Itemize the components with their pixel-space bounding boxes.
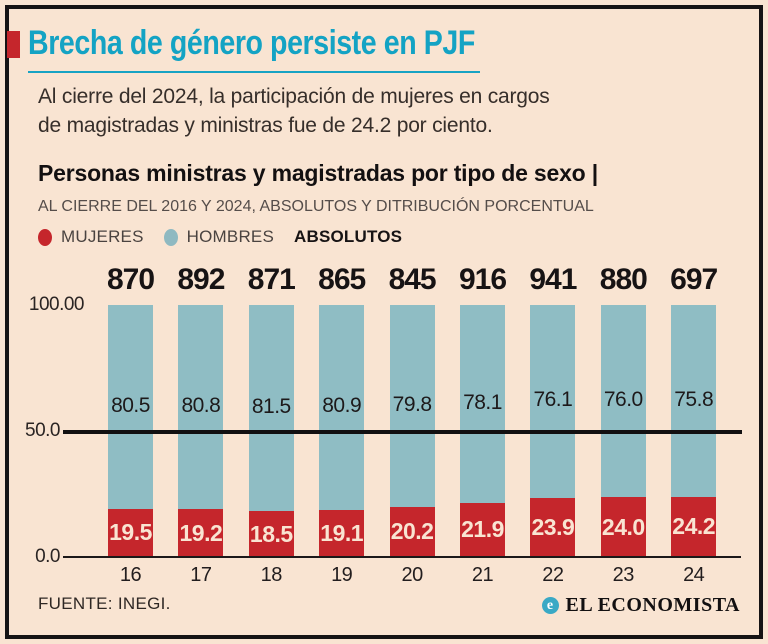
hombres-percent-label: 75.8 xyxy=(674,387,714,411)
bar-group: 865 80.9 19.1 19 xyxy=(318,263,366,586)
hombres-legend-dot-icon xyxy=(163,228,178,246)
chart-title: Personas ministras y magistradas por tip… xyxy=(38,160,598,186)
absolute-value-label: 870 xyxy=(106,263,155,296)
mujeres-percent-label: 19.2 xyxy=(179,519,223,546)
mujeres-percent-label: 20.2 xyxy=(390,518,434,545)
absolute-value-label: 892 xyxy=(177,263,225,296)
mujeres-bar-segment xyxy=(248,511,294,558)
hombres-bar-segment xyxy=(671,305,717,497)
hombres-bar-segment xyxy=(178,305,224,510)
hombres-percent-label: 79.8 xyxy=(392,392,432,416)
hombres-bar-segment xyxy=(248,305,294,512)
legend-item-mujeres: MUJERES xyxy=(38,227,144,247)
legend-label-absolutos: ABSOLUTOS xyxy=(294,227,403,246)
bar-group: 697 75.8 24.2 24 xyxy=(670,263,718,586)
mujeres-bar-segment xyxy=(600,497,646,558)
fifty-percent-reference-line xyxy=(63,430,742,434)
absolute-value-label: 880 xyxy=(599,263,648,296)
x-axis-tick-label: 18 xyxy=(260,564,283,586)
page-title: Brecha de género persiste en PJF xyxy=(28,24,475,62)
bar-group: 941 76.1 23.9 22 xyxy=(529,263,577,586)
x-axis-tick-label: 21 xyxy=(471,564,494,586)
mujeres-bar-segment xyxy=(530,497,576,558)
hombres-percent-label: 76.0 xyxy=(603,388,643,412)
mujeres-percent-label: 23.9 xyxy=(531,513,575,540)
intro-line-1: Al cierre del 2024, la participación de … xyxy=(38,85,550,108)
x-axis-tick-label: 16 xyxy=(119,564,142,586)
bar-group: 870 80.5 19.5 16 xyxy=(107,263,155,586)
x-axis-tick-label: 24 xyxy=(683,564,705,586)
legend: MUJERES HOMBRES ABSOLUTOS xyxy=(38,227,402,247)
hombres-bar-segment xyxy=(460,305,505,503)
hombres-bar-segment xyxy=(530,305,576,498)
mujeres-percent-label: 19.5 xyxy=(109,519,152,546)
mujeres-bar-segment xyxy=(671,496,717,558)
chart-plot: 870 80.5 19.5 16 892 80.8 19.2 17 871 81.5 18.5 18 8… xyxy=(0,263,768,586)
bar-group: 916 78.1 21.9 21 xyxy=(459,263,507,586)
source-note: FUENTE: INEGI. xyxy=(38,594,171,613)
title-accent-block xyxy=(7,31,20,58)
y-axis-tick-100: 100.00 xyxy=(28,294,85,315)
mujeres-bar-segment xyxy=(178,509,224,558)
legend-label-hombres: HOMBRES xyxy=(186,227,274,246)
y-axis-tick-0: 0.0 xyxy=(35,546,60,567)
bar-group: 892 80.8 19.2 17 xyxy=(177,263,225,586)
absolute-value-label: 845 xyxy=(388,263,437,296)
absolute-value-label: 941 xyxy=(529,263,577,296)
mujeres-percent-label: 24.2 xyxy=(672,513,716,540)
mujeres-percent-label: 18.5 xyxy=(249,520,293,547)
bar-group: 845 79.8 20.2 20 xyxy=(389,263,437,586)
chart-subtitle: AL CIERRE DEL 2016 Y 2024, ABSOLUTOS Y D… xyxy=(38,198,594,215)
intro-text: Al cierre del 2024, la participación de … xyxy=(38,82,550,140)
frame-border xyxy=(5,5,763,639)
bar-group: 880 76.0 24.0 23 xyxy=(600,263,648,586)
hombres-bar-segment xyxy=(600,305,646,498)
mujeres-percent-label: 19.1 xyxy=(320,519,364,546)
hombres-percent-label: 76.1 xyxy=(533,388,573,412)
mujeres-bar-segment xyxy=(108,508,153,558)
mujeres-bar-segment xyxy=(319,509,365,558)
x-axis-tick-label: 20 xyxy=(401,564,423,586)
mujeres-percent-label: 21.9 xyxy=(461,516,504,543)
el-economista-e-icon: e xyxy=(541,597,559,614)
absolute-value-label: 697 xyxy=(670,263,718,296)
mujeres-bar-segment xyxy=(389,506,435,558)
title-underline xyxy=(28,71,480,73)
legend-label-mujeres: MUJERES xyxy=(61,227,144,246)
hombres-percent-label: 78.1 xyxy=(463,390,502,414)
absolute-value-label: 916 xyxy=(458,263,507,296)
hombres-bar-segment xyxy=(319,305,365,510)
absolute-value-label: 865 xyxy=(318,263,366,296)
x-axis-line xyxy=(63,556,741,558)
hombres-bar-segment xyxy=(108,305,153,509)
absolute-value-label: 871 xyxy=(247,263,296,296)
mujeres-legend-dot-icon xyxy=(38,228,52,246)
hombres-percent-label: 81.5 xyxy=(251,395,291,419)
mujeres-bar-segment xyxy=(460,502,505,558)
legend-item-hombres: HOMBRES xyxy=(163,227,274,247)
x-axis-tick-label: 23 xyxy=(612,564,635,586)
y-axis-tick-50: 50.0 xyxy=(25,420,60,441)
hombres-percent-label: 80.5 xyxy=(111,393,150,417)
x-axis-tick-label: 19 xyxy=(331,564,353,586)
x-axis-tick-label: 22 xyxy=(542,564,564,586)
bar-group: 871 81.5 18.5 18 xyxy=(248,263,296,586)
brand-logo: e EL ECONOMISTA xyxy=(541,594,741,617)
x-axis-tick-label: 17 xyxy=(190,564,212,586)
hombres-percent-label: 80.9 xyxy=(322,394,362,418)
hombres-percent-label: 80.8 xyxy=(181,394,221,418)
hombres-bar-segment xyxy=(389,305,435,507)
brand-name: EL ECONOMISTA xyxy=(565,594,740,616)
intro-line-2: de magistradas y ministras fue de 24.2 p… xyxy=(38,114,493,137)
mujeres-percent-label: 24.0 xyxy=(601,513,645,540)
